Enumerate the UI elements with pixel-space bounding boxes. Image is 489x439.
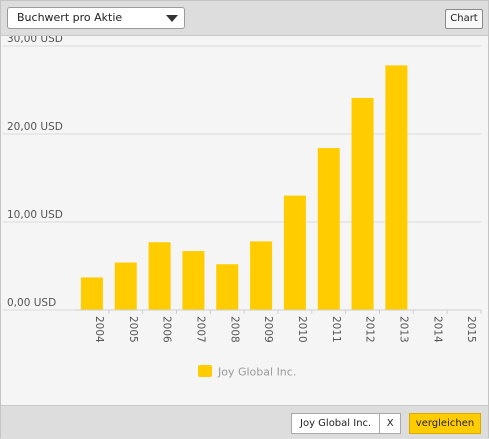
y-tick-label: 20,00 USD: [7, 121, 63, 133]
x-tick-label: 2005: [127, 316, 139, 343]
metric-dropdown[interactable]: Buchwert pro Aktie: [7, 7, 185, 29]
bar-2012[interactable]: [351, 97, 374, 310]
y-tick-label: 10,00 USD: [7, 209, 63, 221]
x-tick-label: 2014: [431, 316, 443, 343]
bar-chart: 0,00 USD 10,00 USD 20,00 USD 30,00 USD 2004…: [3, 36, 482, 379]
chevron-down-icon: [166, 15, 178, 22]
footer-bar: Joy Global Inc. X vergleichen: [1, 405, 488, 439]
bar-2010[interactable]: [283, 195, 306, 310]
remove-compare-button[interactable]: X: [386, 418, 394, 429]
x-tick-label: 2010: [296, 316, 308, 343]
x-tick-label: 2013: [397, 316, 409, 343]
bar-2011[interactable]: [317, 148, 340, 310]
chart-button[interactable]: Chart: [445, 9, 483, 29]
bar-2004[interactable]: [80, 277, 103, 310]
legend-swatch: [198, 365, 212, 377]
x-tick-label: 2004: [93, 316, 105, 343]
bar-2008[interactable]: [216, 264, 239, 310]
x-tick-label: 2009: [262, 316, 274, 343]
bar-2005[interactable]: [114, 262, 137, 310]
compare-button[interactable]: vergleichen: [409, 413, 481, 434]
legend-label[interactable]: Joy Global Inc.: [217, 366, 296, 379]
bar-2007[interactable]: [182, 251, 205, 310]
bar-2006[interactable]: [148, 242, 171, 310]
compare-company-name: Joy Global Inc.: [292, 414, 381, 433]
x-tick-label: 2011: [330, 316, 342, 343]
toolbar: Buchwert pro Aktie Chart: [1, 1, 488, 36]
x-tick-label: 2006: [161, 316, 173, 343]
compare-chip: Joy Global Inc. X: [291, 413, 402, 434]
x-tick-label: 2012: [364, 316, 376, 343]
bar-2013[interactable]: [385, 65, 408, 310]
x-tick-label: 2015: [465, 316, 477, 343]
y-tick-label: 0,00 USD: [7, 297, 56, 309]
x-tick-label: 2008: [228, 316, 240, 343]
y-tick-label: 30,00 USD: [7, 36, 63, 45]
x-tick-label: 2007: [194, 316, 206, 343]
metric-dropdown-label: Buchwert pro Aktie: [17, 11, 123, 24]
bar-2009[interactable]: [250, 241, 273, 310]
